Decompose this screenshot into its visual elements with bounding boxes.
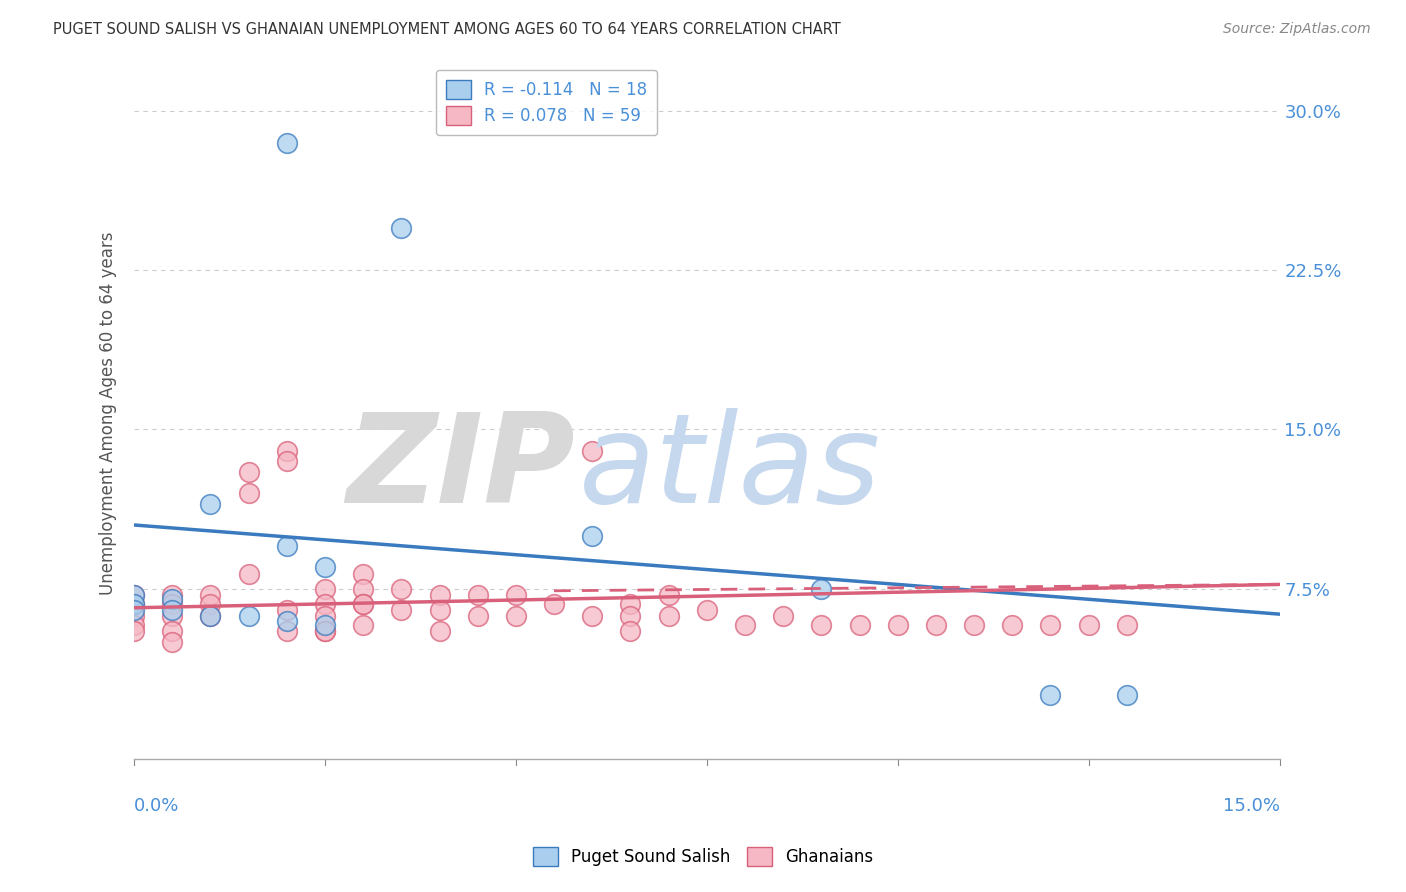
Point	[276, 539, 298, 553]
Point	[389, 603, 412, 617]
Point	[122, 597, 145, 611]
Point	[314, 582, 336, 596]
Point	[429, 624, 451, 639]
Point	[696, 603, 718, 617]
Point	[619, 609, 641, 624]
Point	[619, 624, 641, 639]
Point	[238, 566, 260, 581]
Point	[1115, 688, 1137, 702]
Text: Source: ZipAtlas.com: Source: ZipAtlas.com	[1223, 22, 1371, 37]
Point	[505, 609, 527, 624]
Point	[925, 617, 948, 632]
Point	[467, 588, 489, 602]
Point	[467, 609, 489, 624]
Point	[160, 592, 183, 607]
Point	[122, 609, 145, 624]
Text: atlas: atlas	[578, 409, 880, 529]
Point	[848, 617, 870, 632]
Point	[352, 597, 374, 611]
Point	[352, 566, 374, 581]
Point	[505, 588, 527, 602]
Point	[581, 609, 603, 624]
Point	[314, 617, 336, 632]
Point	[734, 617, 756, 632]
Point	[276, 454, 298, 468]
Point	[314, 597, 336, 611]
Point	[122, 597, 145, 611]
Point	[238, 609, 260, 624]
Point	[352, 617, 374, 632]
Point	[160, 597, 183, 611]
Point	[1001, 617, 1024, 632]
Point	[122, 588, 145, 602]
Point	[886, 617, 908, 632]
Point	[200, 597, 222, 611]
Point	[160, 603, 183, 617]
Point	[122, 617, 145, 632]
Point	[429, 588, 451, 602]
Point	[389, 220, 412, 235]
Point	[581, 443, 603, 458]
Point	[963, 617, 986, 632]
Point	[122, 588, 145, 602]
Point	[1115, 617, 1137, 632]
Y-axis label: Unemployment Among Ages 60 to 64 years: Unemployment Among Ages 60 to 64 years	[100, 232, 117, 595]
Point	[772, 609, 794, 624]
Text: PUGET SOUND SALISH VS GHANAIAN UNEMPLOYMENT AMONG AGES 60 TO 64 YEARS CORRELATIO: PUGET SOUND SALISH VS GHANAIAN UNEMPLOYM…	[53, 22, 841, 37]
Text: ZIP: ZIP	[346, 409, 575, 529]
Point	[658, 609, 681, 624]
Point	[1039, 617, 1062, 632]
Point	[314, 609, 336, 624]
Point	[122, 624, 145, 639]
Point	[314, 560, 336, 574]
Point	[160, 624, 183, 639]
Point	[238, 486, 260, 500]
Point	[276, 443, 298, 458]
Point	[1039, 688, 1062, 702]
Point	[238, 465, 260, 479]
Point	[810, 617, 832, 632]
Point	[581, 528, 603, 542]
Point	[276, 136, 298, 150]
Point	[314, 624, 336, 639]
Legend: R = -0.114   N = 18, R = 0.078   N = 59: R = -0.114 N = 18, R = 0.078 N = 59	[436, 70, 657, 135]
Point	[429, 603, 451, 617]
Point	[543, 597, 565, 611]
Point	[619, 597, 641, 611]
Legend: Puget Sound Salish, Ghanaians: Puget Sound Salish, Ghanaians	[526, 840, 880, 873]
Point	[122, 603, 145, 617]
Point	[200, 497, 222, 511]
Point	[389, 582, 412, 596]
Point	[810, 582, 832, 596]
Point	[200, 609, 222, 624]
Point	[1077, 617, 1099, 632]
Point	[276, 603, 298, 617]
Text: 15.0%: 15.0%	[1223, 797, 1279, 814]
Point	[276, 614, 298, 628]
Text: 0.0%: 0.0%	[134, 797, 180, 814]
Point	[160, 588, 183, 602]
Point	[658, 588, 681, 602]
Point	[160, 609, 183, 624]
Point	[352, 597, 374, 611]
Point	[200, 588, 222, 602]
Point	[276, 624, 298, 639]
Point	[352, 582, 374, 596]
Point	[314, 624, 336, 639]
Point	[160, 634, 183, 648]
Point	[200, 609, 222, 624]
